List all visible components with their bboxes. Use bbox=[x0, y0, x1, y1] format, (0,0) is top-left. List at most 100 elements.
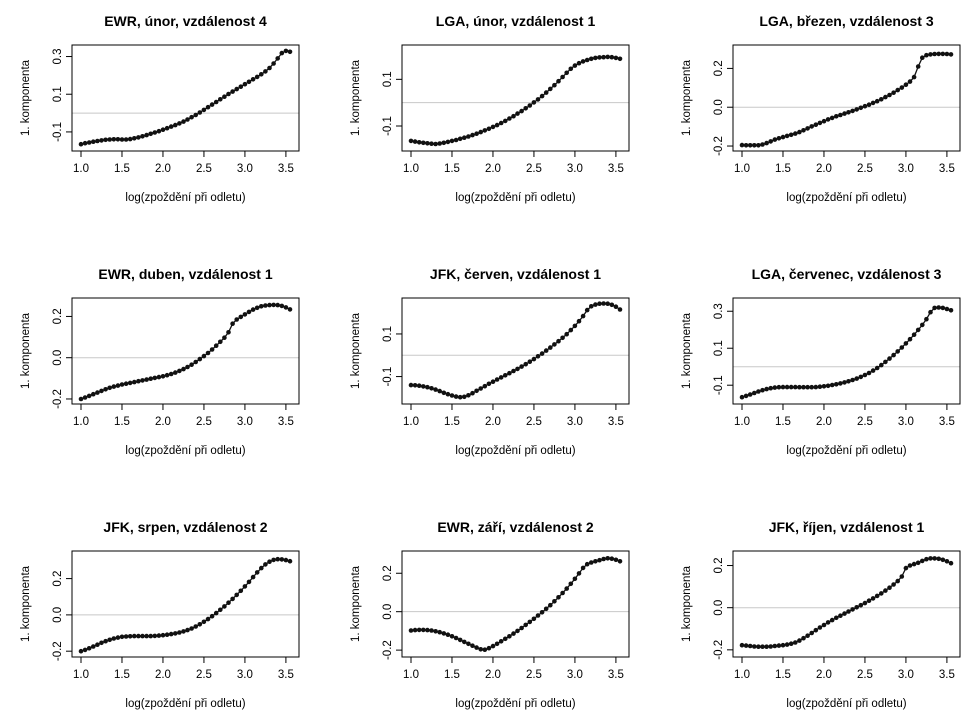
data-point bbox=[617, 56, 623, 62]
data-point bbox=[209, 347, 215, 352]
data-point bbox=[168, 371, 174, 377]
data-point bbox=[462, 639, 467, 645]
y-tick-label: 0.0 bbox=[713, 600, 725, 616]
plot-frame bbox=[71, 297, 300, 405]
data-point bbox=[445, 632, 451, 637]
data-point bbox=[287, 49, 293, 55]
chart-title: EWR, únor, vzdálenost 4 bbox=[104, 13, 267, 29]
chart-title: LGA, únor, vzdálenost 1 bbox=[436, 13, 596, 29]
x-tick-label: 2.5 bbox=[526, 416, 542, 428]
y-tick-label: 0.0 bbox=[713, 99, 725, 115]
data-point bbox=[593, 55, 598, 61]
data-point bbox=[850, 108, 855, 114]
data-point bbox=[127, 634, 133, 639]
data-point bbox=[242, 312, 248, 317]
data-point bbox=[879, 591, 884, 596]
data-point bbox=[788, 641, 794, 646]
x-tick-label: 2.5 bbox=[526, 163, 542, 175]
x-axis-label: log(zpoždění při odletu) bbox=[455, 192, 575, 204]
data-point bbox=[576, 571, 582, 576]
chart-title: LGA, březen, vzdálenost 3 bbox=[759, 13, 933, 29]
x-tick-label: 3.0 bbox=[898, 416, 914, 428]
data-point bbox=[924, 316, 929, 322]
data-point bbox=[466, 134, 471, 139]
x-tick-label: 3.5 bbox=[608, 416, 624, 428]
data-point bbox=[86, 140, 92, 145]
data-point bbox=[887, 92, 892, 98]
y-tick-label: 0.0 bbox=[52, 607, 64, 623]
data-point bbox=[564, 70, 569, 76]
data-point bbox=[470, 132, 475, 138]
data-point bbox=[776, 643, 782, 648]
series-line bbox=[741, 557, 952, 648]
data-point bbox=[580, 565, 586, 571]
y-tick-label: -0.2 bbox=[52, 641, 64, 661]
x-tick-label: 2.5 bbox=[196, 669, 212, 681]
data-point bbox=[441, 140, 447, 146]
data-point bbox=[752, 390, 757, 396]
data-point bbox=[185, 364, 190, 370]
data-point bbox=[103, 137, 108, 143]
data-point bbox=[478, 647, 484, 652]
data-point bbox=[425, 627, 430, 633]
data-point bbox=[466, 393, 471, 398]
data-point bbox=[535, 613, 541, 618]
series-line bbox=[410, 56, 621, 145]
data-point bbox=[156, 633, 162, 638]
data-point bbox=[474, 388, 479, 394]
data-point bbox=[895, 349, 900, 354]
y-axis-label: 1. komponenta bbox=[681, 312, 693, 389]
data-point bbox=[234, 317, 239, 322]
data-point bbox=[915, 560, 921, 566]
data-point bbox=[498, 639, 504, 644]
data-point bbox=[907, 79, 913, 84]
data-point bbox=[177, 121, 182, 126]
x-tick-label: 3.0 bbox=[567, 416, 583, 428]
data-point bbox=[498, 120, 504, 126]
x-tick-label: 2.0 bbox=[816, 416, 832, 428]
data-point bbox=[127, 380, 133, 386]
data-point bbox=[739, 142, 745, 148]
x-tick-label: 2.0 bbox=[485, 669, 501, 681]
data-point bbox=[78, 141, 84, 147]
data-point bbox=[560, 335, 565, 341]
x-tick-label: 2.0 bbox=[155, 163, 171, 175]
data-point bbox=[177, 368, 182, 374]
series-line bbox=[410, 302, 621, 398]
data-point bbox=[539, 610, 545, 615]
data-point bbox=[474, 645, 479, 650]
data-point bbox=[160, 374, 166, 379]
y-tick-label: 0.0 bbox=[382, 604, 394, 620]
y-tick-label: 0.1 bbox=[713, 340, 725, 356]
data-point bbox=[854, 376, 859, 381]
data-point bbox=[887, 356, 892, 361]
data-point bbox=[250, 574, 256, 580]
data-point bbox=[78, 648, 84, 654]
plot-frame bbox=[401, 44, 630, 152]
x-axis-label: log(zpoždění při odletu) bbox=[125, 445, 245, 457]
data-point bbox=[453, 635, 459, 641]
data-point bbox=[535, 97, 541, 102]
data-point bbox=[271, 302, 276, 308]
data-point bbox=[445, 391, 451, 397]
data-point bbox=[132, 136, 137, 141]
y-tick-label: 0.3 bbox=[713, 303, 725, 319]
data-point bbox=[584, 561, 590, 567]
data-point bbox=[756, 143, 761, 148]
data-point bbox=[123, 381, 129, 387]
data-point bbox=[152, 633, 158, 639]
data-point bbox=[425, 141, 430, 146]
data-point bbox=[515, 366, 520, 372]
data-point bbox=[503, 373, 508, 378]
data-point bbox=[593, 302, 598, 307]
series-line bbox=[410, 557, 621, 651]
data-point bbox=[494, 641, 500, 647]
data-point bbox=[78, 396, 84, 402]
data-point bbox=[760, 387, 765, 393]
data-point bbox=[425, 384, 430, 390]
data-point bbox=[866, 370, 872, 376]
data-point bbox=[850, 607, 855, 612]
data-point bbox=[519, 108, 524, 114]
data-point bbox=[107, 385, 112, 391]
data-point bbox=[140, 378, 145, 383]
